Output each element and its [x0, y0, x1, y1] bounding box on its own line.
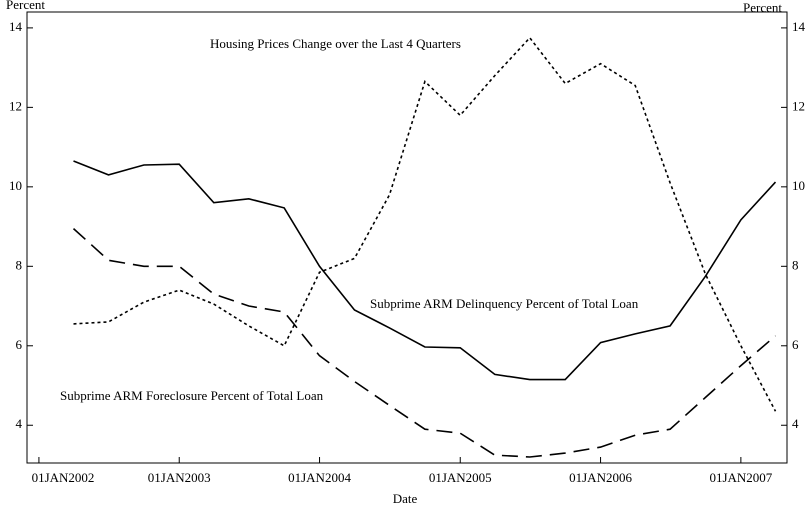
x-tick-label: 01JAN2004 — [288, 470, 351, 485]
series-line — [73, 160, 777, 381]
y-tick-label: 14 — [9, 19, 23, 34]
y-tick-label: 4 — [16, 416, 23, 431]
x-tick-label: 01JAN2002 — [32, 470, 95, 485]
y-tick-label: 12 — [9, 98, 22, 113]
x-tick-label: 01JAN2006 — [569, 470, 632, 485]
x-tick-label: 01JAN2007 — [709, 470, 772, 485]
y-tick-label: 10 — [9, 178, 22, 193]
y-tick-label: 8 — [16, 257, 23, 272]
x-tick-label: 01JAN2005 — [429, 470, 492, 485]
series-label: Subprime ARM Foreclosure Percent of Tota… — [60, 388, 324, 403]
series-line — [73, 36, 777, 412]
y2-tick-label: 10 — [792, 178, 805, 193]
plot-frame — [26, 11, 788, 464]
y2-tick-label: 6 — [792, 337, 799, 352]
y2-tick-label: 8 — [792, 257, 799, 272]
y-tick-label: 6 — [16, 337, 23, 352]
y2-tick-label: 14 — [792, 19, 806, 34]
y2-axis-label: Percent — [743, 0, 782, 15]
x-tick-label: 01JAN2003 — [148, 470, 211, 485]
series-label: Housing Prices Change over the Last 4 Qu… — [210, 36, 461, 51]
series-label: Subprime ARM Delinquency Percent of Tota… — [370, 296, 639, 311]
y2-tick-label: 4 — [792, 416, 799, 431]
x-axis-label: Date — [393, 491, 418, 506]
y-axis-label: Percent — [6, 0, 45, 12]
series-line — [72, 228, 777, 458]
y2-tick-label: 12 — [792, 98, 805, 113]
